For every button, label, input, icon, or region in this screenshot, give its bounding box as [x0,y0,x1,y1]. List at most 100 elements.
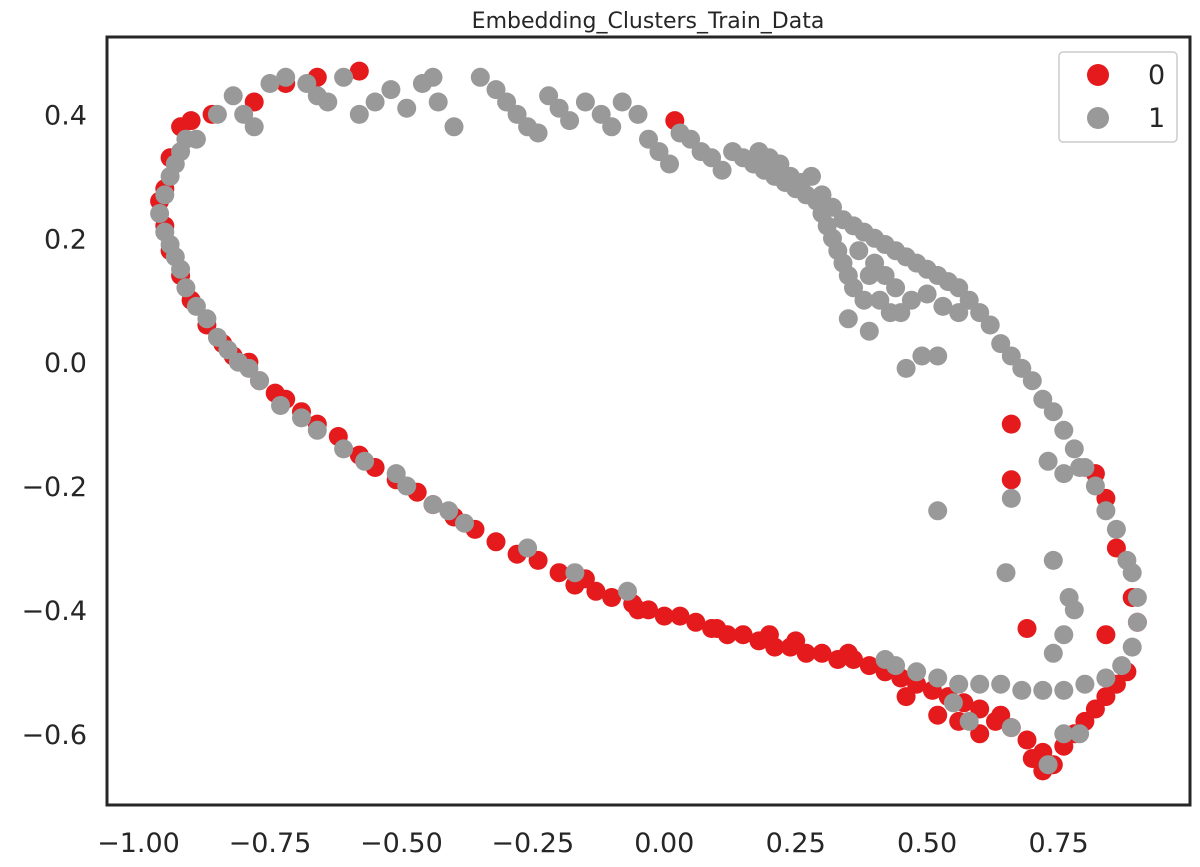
point-series-1-148 [1054,625,1074,645]
point-series-0-45 [733,625,753,645]
point-series-1-171 [886,278,906,298]
point-series-1-42 [349,104,369,124]
point-series-1-12 [250,371,269,391]
y-tick-label: 0.2 [44,224,87,255]
point-series-1-24 [565,563,585,583]
point-series-0-41 [670,606,690,626]
point-series-1-111 [1043,402,1063,422]
point-series-1-102 [949,278,969,298]
point-series-1-149 [1043,643,1063,663]
point-series-1-115 [1085,476,1105,496]
chart-title: Embedding_Clusters_Train_Data [472,9,825,34]
point-series-0-95 [838,643,858,663]
point-series-1-172 [849,241,869,261]
legend-label-1: 1 [1148,103,1165,134]
point-series-1-14 [292,408,311,428]
point-series-1-126 [1054,680,1074,700]
x-tick-label: 0.75 [1029,828,1089,859]
point-series-1-147 [1064,600,1084,620]
point-series-1-58 [560,111,580,131]
point-series-1-63 [628,104,648,124]
legend: 0 1 [1058,51,1178,143]
point-series-1-34 [234,104,254,124]
y-tick-label: −0.4 [21,596,87,627]
point-series-1-19 [397,476,417,496]
point-series-1-130 [970,674,990,694]
point-series-1-129 [991,674,1011,694]
point-series-0-83 [1096,625,1116,645]
point-series-1-89 [812,185,832,205]
point-series-1-104 [970,303,990,323]
point-series-1-159 [949,303,969,323]
point-series-1-55 [528,123,548,143]
point-series-1-110 [1033,389,1053,409]
point-series-0-81 [1001,470,1021,490]
point-series-1-68 [681,129,701,149]
point-series-1-15 [307,420,327,440]
point-series-1-22 [455,513,474,533]
point-series-0-63 [1017,730,1037,750]
point-series-1-123 [1112,656,1132,676]
point-series-1-150 [896,358,916,378]
point-series-1-175 [880,303,900,323]
point-series-1-156 [901,290,921,310]
point-series-1-32 [207,104,227,124]
point-series-1-45 [397,98,417,118]
point-series-0-53 [859,656,879,676]
point-series-1-124 [1096,668,1116,688]
point-series-0-49 [796,643,816,663]
point-series-1-43 [365,92,385,112]
point-series-1-113 [1064,439,1084,459]
x-tick-label: 0.00 [634,828,694,859]
point-series-1-168 [749,142,769,162]
point-series-0-90 [991,705,1011,725]
point-series-1-122 [1122,637,1142,657]
point-series-0-0 [349,61,369,81]
point-series-1-109 [1022,371,1042,391]
point-series-0-86 [896,687,916,707]
point-series-1-103 [959,290,979,310]
point-series-1-6 [186,296,206,316]
point-series-0-3 [244,92,264,112]
point-series-0-67 [1022,749,1042,768]
point-series-0-31 [486,532,506,552]
point-series-1-162 [1070,458,1090,477]
point-series-0-87 [928,705,948,725]
y-tick-label: 0.0 [44,348,87,379]
point-series-0-84 [759,625,779,645]
y-tick-label: −0.6 [21,720,87,751]
point-series-1-53 [507,104,527,124]
point-series-1-135 [875,650,895,669]
x-tick-label: 0.25 [766,828,826,859]
point-series-1-88 [854,290,874,310]
point-series-1-105 [980,315,1000,335]
point-series-1-128 [1012,680,1032,700]
point-series-1-40 [318,92,338,112]
point-series-0-94 [786,631,806,651]
point-series-1-71 [712,160,732,180]
point-series-1-120 [1127,588,1147,607]
point-series-1-158 [933,296,953,316]
point-series-0-42 [686,612,706,632]
point-series-0-36 [586,581,606,601]
x-tick-label: −0.50 [360,828,443,859]
point-series-0-85 [707,619,727,638]
point-series-1-17 [355,451,375,471]
y-tick-label: 0.4 [44,100,87,131]
point-series-1-62 [612,92,632,112]
point-series-1-107 [1001,346,1021,366]
point-series-1-23 [518,538,538,558]
point-series-1-59 [575,92,595,112]
plot-frame [105,35,1192,807]
point-series-1-127 [1033,680,1053,700]
point-series-1-57 [549,98,569,118]
point-series-1-131 [949,674,969,694]
point-series-1-37 [276,67,296,87]
points-layer [150,61,1147,781]
point-series-1-139 [1054,724,1074,744]
ticks-layer: −1.00 −0.75 −0.50 −0.25 0.00 0.25 0.50 0.75 −0.6… [21,100,1088,859]
point-series-1-33 [223,86,243,106]
point-series-1-151 [912,346,932,366]
point-series-0-40 [654,606,674,626]
